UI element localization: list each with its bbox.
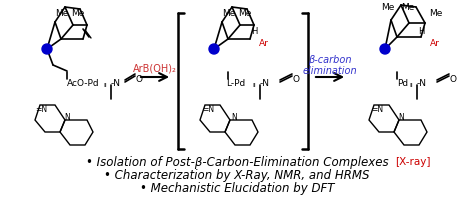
- Text: O: O: [449, 75, 456, 84]
- Text: Me: Me: [222, 9, 236, 18]
- Text: Me: Me: [401, 3, 414, 12]
- Text: Me: Me: [429, 8, 442, 17]
- Text: L-Pd: L-Pd: [226, 79, 245, 88]
- Text: Me: Me: [381, 3, 394, 12]
- Circle shape: [209, 45, 219, 55]
- Circle shape: [380, 45, 390, 55]
- Text: ArB(OH)₂: ArB(OH)₂: [133, 64, 177, 74]
- Text: Pd: Pd: [397, 79, 408, 88]
- Text: II: II: [252, 83, 256, 88]
- Text: Ar: Ar: [430, 38, 440, 47]
- Text: =N: =N: [202, 105, 214, 114]
- Text: Me: Me: [55, 9, 68, 18]
- Text: -N: -N: [111, 79, 121, 88]
- Text: Me: Me: [238, 9, 251, 18]
- Text: Me: Me: [71, 9, 84, 18]
- Text: O: O: [136, 75, 143, 84]
- Text: II: II: [103, 83, 107, 88]
- Circle shape: [42, 45, 52, 55]
- Text: elimination: elimination: [303, 66, 357, 76]
- Text: Ar: Ar: [259, 38, 269, 47]
- Text: β-carbon: β-carbon: [308, 55, 352, 65]
- Text: N: N: [398, 113, 404, 122]
- Text: O: O: [292, 75, 300, 84]
- Text: • Isolation of Post-β-Carbon-Elimination Complexes: • Isolation of Post-β-Carbon-Elimination…: [86, 156, 388, 169]
- Text: AcO-Pd: AcO-Pd: [67, 79, 100, 88]
- Text: N: N: [231, 113, 237, 122]
- Text: II: II: [409, 83, 413, 88]
- Text: • Characterization by X-Ray, NMR, and HRMS: • Characterization by X-Ray, NMR, and HR…: [104, 169, 370, 182]
- Text: • Mechanistic Elucidation by DFT: • Mechanistic Elucidation by DFT: [140, 182, 334, 195]
- Text: H: H: [251, 26, 257, 35]
- Text: =N: =N: [371, 105, 383, 114]
- Text: [X-ray]: [X-ray]: [395, 156, 431, 166]
- Text: -N: -N: [417, 79, 427, 88]
- Text: N: N: [64, 113, 70, 122]
- Text: =N: =N: [35, 105, 47, 114]
- Text: H: H: [418, 26, 424, 35]
- Text: -N: -N: [260, 79, 270, 88]
